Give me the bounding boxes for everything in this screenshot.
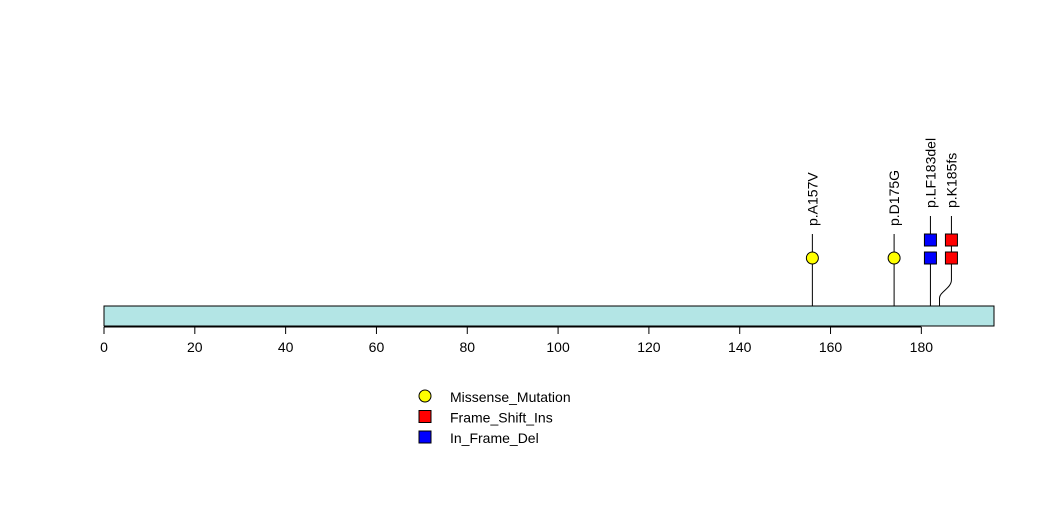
- mutation-marker-square: [923, 233, 937, 247]
- x-tick-label: 100: [546, 339, 570, 355]
- mutation-marker-circle: [887, 251, 901, 265]
- mutation-label: p.A157V: [804, 172, 820, 226]
- mutation-marker-square: [923, 251, 937, 265]
- x-tick-label: 180: [910, 339, 934, 355]
- legend-label: In_Frame_Del: [450, 430, 539, 446]
- mutation-markers: [805, 233, 958, 265]
- mutation-label: p.D175G: [886, 170, 902, 226]
- mutation-labels: p.A157V p.D175G p.LF183del p.K185fs: [804, 138, 959, 226]
- x-tick-label: 0: [100, 339, 108, 355]
- mutation-marker-square: [944, 233, 958, 247]
- mutation-label: p.K185fs: [943, 153, 959, 208]
- x-tick-label: 120: [637, 339, 661, 355]
- legend-marker-circle: [418, 389, 432, 403]
- x-tick-label: 20: [187, 339, 203, 355]
- mutation-marker-square: [944, 251, 958, 265]
- x-axis: 0 20 40 60 80 100 120 140 160 180: [100, 326, 934, 355]
- x-tick-label: 80: [459, 339, 475, 355]
- legend-label: Missense_Mutation: [450, 389, 571, 405]
- mutation-stem: [939, 240, 952, 306]
- x-tick-label: 160: [819, 339, 843, 355]
- x-tick-label: 140: [728, 339, 752, 355]
- legend: Missense_Mutation Frame_Shift_Ins In_Frame…: [418, 389, 571, 446]
- x-tick-label: 40: [278, 339, 294, 355]
- legend-marker-square: [418, 410, 432, 423]
- mutation-marker-circle: [805, 251, 819, 265]
- x-tick-label: 60: [369, 339, 385, 355]
- protein-bar: [103, 305, 995, 327]
- legend-marker-square: [418, 430, 432, 444]
- legend-label: Frame_Shift_Ins: [450, 410, 553, 426]
- mutation-label: p.LF183del: [922, 138, 938, 208]
